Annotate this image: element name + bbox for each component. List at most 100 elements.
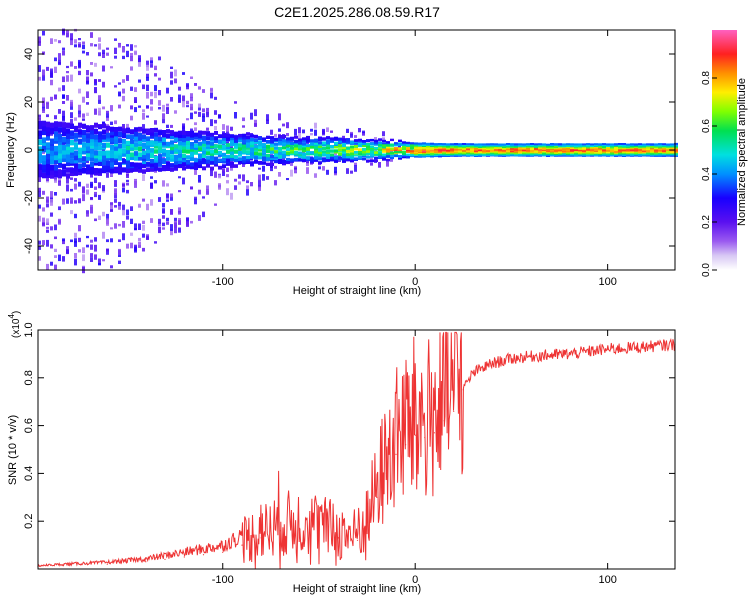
spectrogram-band-cell <box>606 147 610 150</box>
spectrogram-noise-cell <box>54 248 57 252</box>
spectrogram-noise-cell <box>82 50 85 54</box>
spectrogram-band-cell <box>378 151 382 154</box>
spectrogram-band-cell <box>498 148 502 151</box>
spectrogram-band-cell <box>398 143 402 146</box>
spectrogram-band-cell <box>286 157 290 161</box>
spectrogram-noise-cell <box>110 209 113 212</box>
spectrogram-noise-cell <box>186 100 189 105</box>
spectrogram-band-cell <box>218 139 222 144</box>
spectrogram-band-cell <box>78 122 82 128</box>
spectrogram-noise-cell <box>38 240 41 245</box>
spectrogram-noise-cell <box>54 163 57 166</box>
spectrogram-noise-cell <box>106 116 109 121</box>
spectrogram-band-cell <box>334 159 338 163</box>
spectrogram-band-cell <box>406 150 410 153</box>
spectrogram-noise-cell <box>118 260 121 264</box>
spectrogram-band-cell <box>206 155 210 160</box>
spectrogram-band-cell <box>150 153 154 159</box>
spectrogram-band-cell <box>154 166 158 171</box>
spectrogram-band-cell <box>50 169 54 176</box>
spectrogram-band-cell <box>314 156 318 160</box>
spectrogram-band-cell <box>286 144 290 148</box>
spectrogram-band-cell <box>86 151 90 157</box>
spectrogram-noise-cell <box>126 179 129 183</box>
spectrogram-noise-cell <box>162 227 165 230</box>
spectrogram-band-cell <box>542 145 546 148</box>
snr-point <box>395 453 397 455</box>
spectrogram-band-cell <box>578 151 582 154</box>
spectrogram-noise-cell <box>70 112 73 119</box>
spectrogram-band-cell <box>670 144 674 147</box>
spectrogram-band-cell <box>510 144 514 147</box>
spectrogram-band-cell <box>118 126 122 132</box>
spectrogram-noise-cell <box>78 225 81 232</box>
colorbar-tick-label: 0.2 <box>701 215 712 229</box>
spectrogram-band-cell <box>546 145 550 148</box>
spectrogram-band-cell <box>422 153 426 156</box>
spectrogram-noise-cell <box>58 109 61 114</box>
spectrogram-band-cell <box>66 133 70 139</box>
spectrogram-noise-cell <box>66 251 69 254</box>
spectrogram-noise-cell <box>174 69 177 77</box>
spectrogram-noise-cell <box>126 215 129 220</box>
snr-ylabel: SNR (10 * v/v) <box>7 415 19 485</box>
spectrogram-noise-cell <box>118 104 121 109</box>
spectrogram-noise-cell <box>50 212 53 217</box>
spectrogram-noise-cell <box>102 52 105 58</box>
spectrogram-band-cell <box>210 152 214 156</box>
spectrogram-noise-cell <box>122 221 125 228</box>
spectrogram-band-cell <box>206 158 210 163</box>
spectrogram-noise-cell <box>90 257 93 262</box>
spectrogram-noise-cell <box>70 188 73 192</box>
spectrogram-band-cell <box>430 153 434 156</box>
spectrogram-noise-cell <box>150 106 153 111</box>
spectrogram-noise-cell <box>142 113 145 120</box>
spectrogram-band-cell <box>78 132 82 138</box>
spectrogram-band-cell <box>314 146 318 150</box>
spectrogram-band-cell <box>154 155 158 161</box>
spectrogram-noise-cell <box>62 94 65 99</box>
spectrogram-band-cell <box>434 152 438 155</box>
spectrogram-band-cell <box>534 144 538 147</box>
spectrogram-noise-cell <box>74 253 77 259</box>
spectrogram-band-cell <box>194 165 198 170</box>
spectrogram-band-cell <box>350 141 354 144</box>
spectrogram-noise-cell <box>62 256 65 262</box>
spectrogram-noise-cell <box>226 180 229 184</box>
spectrogram-band-cell <box>498 143 502 146</box>
spectrogram-noise-cell <box>46 177 49 182</box>
spectrogram-noise-cell <box>58 177 61 183</box>
spectrogram-band-cell <box>626 144 630 147</box>
spectrogram-band-cell <box>474 153 478 156</box>
spectrogram-band-cell <box>134 131 138 137</box>
spectrogram-band-cell <box>418 147 422 150</box>
spectrogram-noise-cell <box>50 226 53 231</box>
spectrogram-band-cell <box>158 141 162 147</box>
spectrogram-band-cell <box>386 144 390 147</box>
spectrogram-band-cell <box>406 153 410 156</box>
spectrogram-band-cell <box>322 150 326 154</box>
spectrogram-band-cell <box>614 153 618 156</box>
spectrogram-band-cell <box>134 162 138 168</box>
spectrogram-band-cell <box>314 142 318 145</box>
spectrogram-band-cell <box>178 133 182 138</box>
spectrogram-noise-cell <box>142 247 145 252</box>
spectrogram-noise-cell <box>38 215 41 222</box>
spectrogram-band-cell <box>230 139 234 144</box>
spectrogram-band-cell <box>614 154 618 157</box>
spectrogram-band-cell <box>38 157 42 164</box>
spectrogram-band-cell <box>494 150 498 153</box>
spectrogram-band-cell <box>658 144 662 147</box>
spectrogram-noise-cell <box>74 200 77 204</box>
spectrogram-frame <box>37 29 676 271</box>
spectrogram-band-cell <box>318 153 322 157</box>
snr-point <box>347 539 349 541</box>
spectrogram-band-cell <box>82 168 86 174</box>
spectrogram-noise-cell <box>50 244 53 249</box>
spectrogram-noise-cell <box>102 211 105 217</box>
spectrogram-band-cell <box>62 126 66 132</box>
spectrogram-band-cell <box>366 155 370 159</box>
spectrogram-band-cell <box>270 136 274 140</box>
spectrogram-band-cell <box>206 140 210 145</box>
